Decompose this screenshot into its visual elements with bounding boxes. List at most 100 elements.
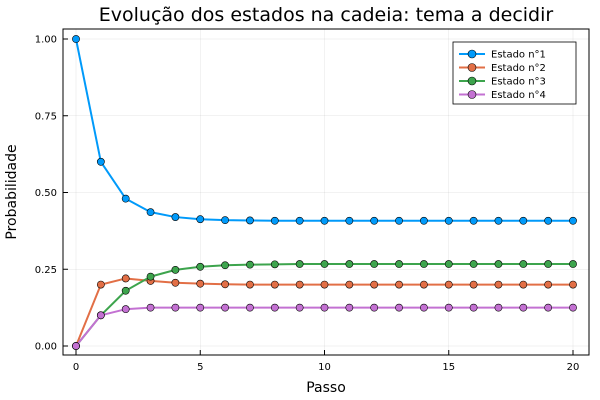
data-point — [569, 216, 577, 225]
data-point — [121, 286, 130, 295]
data-point — [519, 280, 528, 289]
data-point — [171, 213, 180, 221]
data-point — [370, 260, 379, 268]
data-point — [270, 260, 279, 269]
data-point — [146, 208, 155, 217]
x-axis-title: Passo — [306, 380, 346, 396]
legend-marker — [467, 63, 477, 72]
data-point — [320, 260, 329, 268]
data-point — [544, 260, 553, 268]
data-point — [146, 303, 155, 312]
data-point — [419, 280, 428, 289]
data-point — [395, 216, 403, 225]
data-point — [171, 303, 180, 312]
x-tick-label: 10 — [318, 362, 331, 373]
data-point — [270, 280, 279, 289]
data-point — [72, 342, 80, 350]
data-point — [196, 215, 205, 224]
data-point — [444, 303, 453, 312]
data-point — [221, 280, 229, 289]
legend-item: Estado n°2 — [459, 63, 546, 74]
y-tick-label: 1.00 — [35, 35, 57, 46]
data-point — [469, 303, 478, 312]
data-point — [320, 303, 329, 312]
data-point — [395, 303, 403, 312]
data-point — [444, 216, 453, 225]
data-point — [121, 274, 130, 283]
legend-marker — [467, 90, 477, 99]
y-tick-label: 0.75 — [35, 111, 57, 122]
data-point — [345, 280, 354, 289]
data-point — [171, 265, 180, 274]
legend: Estado n°1 Estado n°2 Estado n°3 Estado n°4 — [452, 41, 577, 105]
series-layer — [72, 35, 577, 350]
data-point — [444, 260, 453, 268]
x-tick-label: 5 — [197, 362, 203, 373]
data-point — [295, 303, 304, 312]
legend-item: Estado n°1 — [459, 50, 546, 61]
data-point — [246, 280, 254, 289]
data-point — [494, 260, 503, 268]
data-point — [96, 157, 105, 166]
data-point — [320, 280, 329, 289]
x-tick-label: 15 — [442, 362, 455, 373]
data-point — [469, 260, 478, 268]
y-axis-title: Probabilidade — [4, 144, 20, 239]
data-point — [469, 216, 478, 225]
legend-label: Estado n°2 — [491, 63, 546, 74]
data-point — [196, 303, 205, 312]
legend-item: Estado n°3 — [459, 77, 546, 88]
data-point — [519, 303, 528, 312]
grid-lines — [63, 29, 589, 355]
data-point — [544, 303, 553, 312]
data-point — [494, 303, 503, 312]
data-point — [270, 303, 279, 312]
data-point — [519, 260, 528, 268]
data-point — [246, 260, 254, 269]
y-tick-label: 0.50 — [35, 188, 57, 199]
series-3 — [72, 260, 577, 350]
legend-item: Estado n°4 — [459, 90, 546, 101]
axis-ticks: 0 5 10 15 20 0.00 0.25 0.50 0.75 1.00 — [35, 35, 580, 374]
legend-label: Estado n°3 — [491, 77, 546, 88]
data-point — [345, 303, 354, 312]
y-tick-label: 0.00 — [35, 342, 57, 353]
y-tick-label: 0.25 — [35, 265, 57, 276]
legend-marker — [467, 49, 477, 59]
chart-title: Evolução dos estados na cadeia: tema a d… — [99, 4, 554, 26]
data-point — [395, 280, 403, 289]
legend-label: Estado n°4 — [491, 90, 546, 101]
data-point — [270, 216, 279, 225]
data-point — [444, 280, 453, 289]
data-point — [221, 216, 229, 225]
data-point — [246, 303, 254, 312]
data-point — [569, 260, 577, 268]
x-tick-label: 20 — [567, 362, 580, 373]
data-point — [419, 260, 428, 268]
data-point — [221, 261, 229, 270]
data-point — [395, 260, 403, 268]
series-4 — [72, 303, 577, 350]
data-point — [171, 278, 180, 287]
data-point — [246, 216, 254, 225]
x-tick-label: 0 — [73, 362, 79, 373]
data-point — [469, 280, 478, 289]
data-point — [320, 216, 329, 225]
data-point — [196, 279, 205, 288]
data-point — [370, 303, 379, 312]
data-point — [96, 280, 105, 289]
data-point — [419, 216, 428, 225]
data-point — [295, 260, 304, 268]
data-point — [370, 216, 379, 225]
data-point — [419, 303, 428, 312]
data-point — [345, 216, 354, 225]
data-point — [494, 280, 503, 289]
data-point — [544, 280, 553, 289]
series-1 — [72, 35, 577, 225]
data-point — [196, 262, 205, 271]
data-point — [295, 280, 304, 289]
legend-marker — [467, 76, 477, 86]
data-point — [370, 280, 379, 289]
data-point — [494, 216, 503, 225]
data-point — [96, 311, 105, 320]
